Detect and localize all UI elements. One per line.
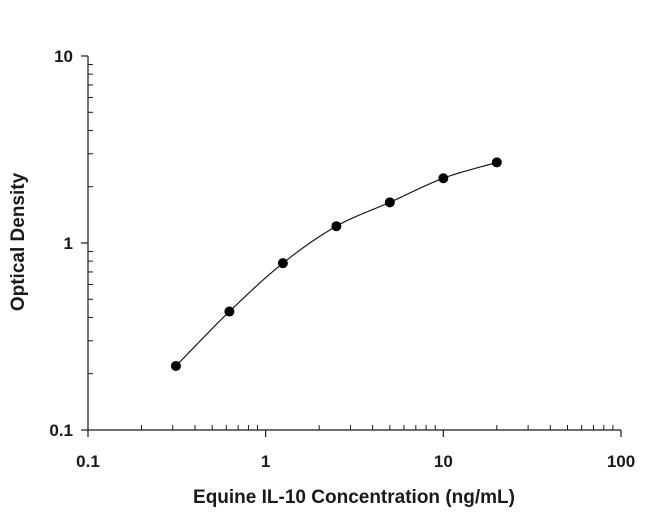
x-tick-label: 0.1 (76, 452, 100, 471)
data-point (384, 197, 395, 208)
y-tick-label: 10 (54, 47, 73, 66)
x-tick-label: 10 (434, 452, 453, 471)
y-tick-label: 1 (64, 234, 73, 253)
points-layer (170, 157, 502, 371)
y-axis-title: Optical Density (8, 172, 29, 311)
x-tick-label: 100 (607, 452, 635, 471)
data-point (491, 157, 502, 168)
data-point (224, 306, 235, 317)
data-point (438, 173, 449, 184)
axes-layer (87, 56, 621, 431)
x-axis-title: Equine IL-10 Concentration (ng/mL) (193, 487, 515, 508)
data-point (170, 360, 181, 371)
x-tick-label: 1 (261, 452, 270, 471)
tick-labels-layer: 0.1 1 10 100 0.1 1 10 (49, 47, 635, 471)
ticks-layer (81, 55, 622, 437)
data-point (331, 221, 342, 232)
data-point (277, 258, 288, 269)
y-tick-label: 0.1 (49, 421, 73, 440)
fit-curve-line (175, 161, 497, 367)
curve-layer (175, 161, 497, 367)
